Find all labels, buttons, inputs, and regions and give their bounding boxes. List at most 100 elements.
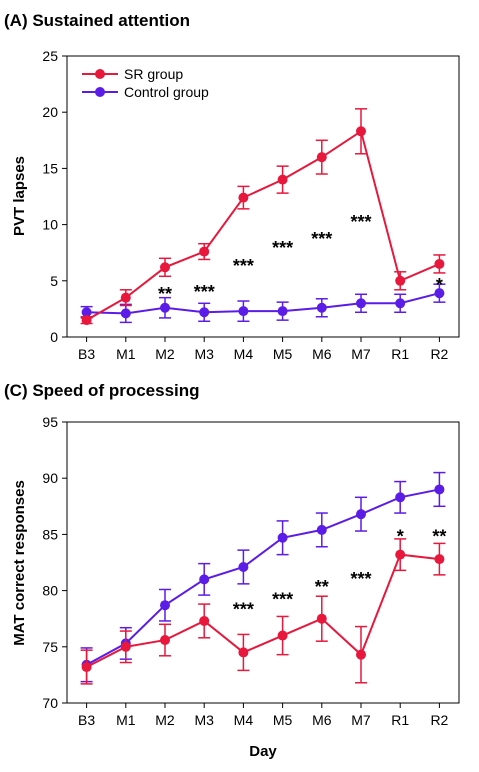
panel-a-sr-point	[356, 126, 366, 137]
panel-c-control-point	[356, 509, 366, 520]
legend-control-label: Control group	[124, 84, 209, 100]
panel-a-control-point	[356, 298, 366, 309]
legend-sr-label: SR group	[124, 66, 183, 82]
panel-a-significance-mark: ***	[272, 238, 293, 258]
panel-a-control-point	[81, 307, 92, 318]
panel-a-control-point	[395, 298, 406, 309]
panel-c-series	[80, 471, 446, 685]
panel-a-xtick-label: M3	[194, 346, 214, 362]
panel-c-sr-point	[395, 549, 406, 560]
panel-c-xtick-label: M7	[351, 712, 371, 728]
panel-c-sr-point	[356, 649, 366, 660]
panel-c-ytick-label: 80	[42, 583, 58, 599]
panel-a-sr-line	[86, 129, 440, 322]
panel-c-xtick-label: M1	[116, 712, 136, 728]
panel-c-xtick-label: M6	[312, 712, 332, 728]
panel-c-xtick-label: R2	[430, 712, 448, 728]
panel-a-sr-point	[160, 262, 170, 273]
panel-a-ytick-label: 15	[42, 160, 58, 176]
panel-c-significance-mark: **	[315, 577, 329, 597]
panel-c-significance-mark: **	[432, 526, 446, 546]
panel-a-xtick-label: M6	[312, 346, 332, 362]
panel-c-control-point	[238, 561, 249, 572]
panel-a-xtick-label: R1	[391, 346, 409, 362]
panel-a-xtick-label: M1	[116, 346, 136, 362]
panel-a-xtick-label: M7	[351, 346, 371, 362]
panel-a-xtick-label: B3	[78, 346, 95, 362]
panel-c-xtick-label: M4	[234, 712, 254, 728]
panel-a-xtick-label: M4	[234, 346, 254, 362]
panel-c-control-point	[199, 574, 210, 585]
panel-a-ylabel: PVT lapses	[11, 156, 28, 236]
panel-c-control-line	[86, 488, 440, 666]
panel-a-control-point	[199, 307, 210, 318]
panel-a-x-ticks: B3 M1 M2 M3 M4 M5 M6 M7 R1 R2	[78, 337, 449, 362]
panel-a-xtick-label: M5	[273, 346, 293, 362]
panel-a-sr-point	[81, 315, 92, 326]
panel-c-ylabel: MAT correct responses	[11, 480, 28, 646]
panel-a-control-point	[238, 306, 249, 317]
panel-c-xtick-label: M3	[194, 712, 214, 728]
panel-a-sr-point	[238, 192, 249, 203]
panel-c-control-point	[277, 532, 288, 543]
panel-c-sr-point	[81, 662, 92, 673]
panel-a-control-line	[86, 292, 440, 315]
panel-a-xtick-label: R2	[430, 346, 448, 362]
panel-a-ytick-label: 20	[42, 104, 58, 120]
legend-sr-marker	[95, 69, 105, 79]
panel-a-sr-point	[395, 275, 406, 286]
panel-c-ytick-label: 70	[42, 695, 58, 711]
panel-c-sr-point	[277, 630, 288, 641]
panel-a-y-ticks: 0 5 10 15 20 25	[42, 48, 67, 345]
panel-c-xtick-label: M5	[273, 712, 293, 728]
panel-c-sr-point	[316, 613, 327, 624]
panel-a-control-point	[120, 308, 131, 319]
panel-a-significance-mark: *	[436, 275, 443, 295]
panel-c-series-control	[80, 471, 446, 683]
panel-a-ytick-label: 0	[50, 329, 58, 345]
panel-a-significance-mark: ***	[233, 256, 254, 276]
panel-c-control-point	[160, 600, 170, 611]
panel-a-sr-point	[120, 292, 131, 303]
panel-c-title: (C) Speed of processing	[4, 381, 200, 400]
panel-a-plot-frame	[66, 55, 460, 338]
panel-c-control-point	[434, 484, 445, 495]
panel-c-y-ticks: 70 75 80 85 90 95	[42, 414, 67, 711]
panel-a-sr-point	[199, 246, 210, 257]
panel-c-significance-mark: ***	[350, 569, 371, 589]
panel-c-plot-frame	[66, 421, 460, 704]
panel-c-ytick-label: 85	[42, 526, 58, 542]
panel-c-series-sr	[80, 538, 446, 685]
panel-c-xlabel: Day	[249, 743, 277, 760]
panel-c-ytick-label: 90	[42, 470, 58, 486]
panel-a-sr-point	[277, 174, 288, 185]
panel-c-significance-mark: *	[397, 526, 404, 546]
panel-c-ytick-label: 75	[42, 639, 58, 655]
panel-c-control-point	[395, 492, 406, 503]
panel-a-control-point	[160, 302, 170, 313]
panel-c-xtick-label: M2	[155, 712, 175, 728]
panel-c-xtick-label: B3	[78, 712, 95, 728]
panel-a-series	[80, 108, 446, 326]
panel-a-control-point	[434, 288, 445, 299]
panel-c-sr-point	[199, 615, 210, 626]
panel-a-sustained-attention: (A) Sustained attention PVT lapses 0 5 10 1…	[4, 11, 460, 362]
panel-c-significance-mark: ***	[272, 589, 293, 609]
panel-c-x-ticks: B3 M1 M2 M3 M4 M5 M6 M7 R1 R2	[78, 703, 449, 728]
panel-c-speed-of-processing: (C) Speed of processing MAT correct resp…	[4, 381, 460, 760]
panel-a-title: (A) Sustained attention	[4, 11, 190, 30]
panel-a-ytick-label: 10	[42, 217, 58, 233]
panel-c-sr-line	[86, 553, 440, 668]
panel-c-sr-point	[434, 554, 445, 565]
legend-control-marker	[95, 87, 105, 97]
panel-a-control-point	[277, 306, 288, 317]
panel-a-significance-mark: **	[158, 284, 172, 304]
panel-c-sr-point	[238, 647, 249, 658]
panel-a-control-point	[316, 302, 327, 313]
panel-c-xtick-label: R1	[391, 712, 409, 728]
panel-a-series-sr	[80, 108, 446, 326]
panel-a-legend: SR group Control group	[82, 66, 209, 100]
panel-a-significance-mark: ***	[194, 282, 215, 302]
panel-a-sr-point	[434, 258, 445, 269]
